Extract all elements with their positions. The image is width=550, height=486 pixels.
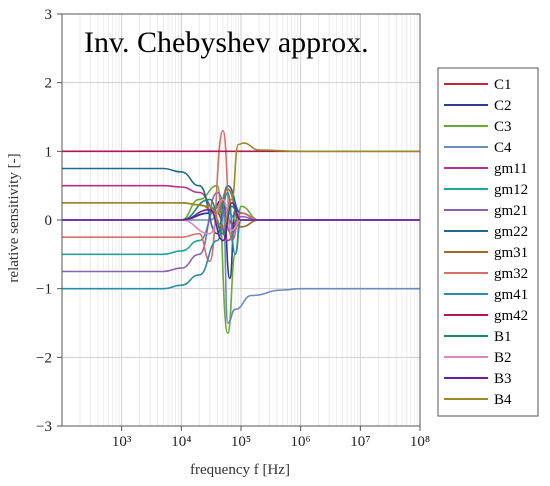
x-tick-label: 10³ [112,434,132,450]
legend-label-gm11: gm11 [494,161,528,177]
y-tick-label: 2 [45,76,53,92]
axes: −3 −2 −1 0 1 2 3 10³ 10⁴ 10⁵ 10⁶ 10⁷ 10⁸ [36,7,430,450]
legend-label-gm12: gm12 [494,182,528,198]
y-tick-label: 0 [45,213,53,229]
y-tick-label: 1 [45,144,53,160]
legend-label-gm32: gm32 [494,266,528,282]
legend-label-B4: B4 [494,392,512,408]
x-axis-label: frequency f [Hz] [190,462,290,478]
legend-label-gm42: gm42 [494,308,528,324]
y-tick-label: −2 [36,350,52,366]
legend-label-gm21: gm21 [494,203,528,219]
legend-label-B1: B1 [494,329,512,345]
x-tick-label: 10⁴ [171,434,191,450]
legend-label-B2: B2 [494,350,512,366]
legend-label-gm31: gm31 [494,245,528,261]
y-axis-label: relative sensitivity [-] [6,153,22,282]
legend-box [437,67,539,417]
chart-title: Inv. Chebyshev approx. [84,26,369,59]
x-tick-label: 10⁵ [231,434,251,450]
legend-label-gm41: gm41 [494,287,528,303]
x-tick-label: 10⁸ [410,434,430,450]
legend-label-B3: B3 [494,371,512,387]
y-tick-label: 3 [45,7,53,23]
series-line-C4 [62,205,420,324]
legend: C1 C2 C3 C4 gm11 gm12 gm21 gm22 gm31 gm32 gm41 gm42… [437,67,539,417]
x-tick-label: 10⁶ [291,434,311,450]
y-tick-label: −3 [36,419,52,435]
series-line-B4 [61,142,420,228]
y-tick-label: −1 [36,282,52,298]
series-lines [61,129,420,335]
legend-label-gm22: gm22 [494,224,528,240]
series-line-B3 [62,201,420,242]
legend-label-C1: C1 [494,77,512,93]
legend-label-C3: C3 [494,119,512,135]
x-tick-label: 10⁷ [350,434,370,450]
legend-label-C4: C4 [494,140,512,156]
legend-label-C2: C2 [494,98,512,114]
